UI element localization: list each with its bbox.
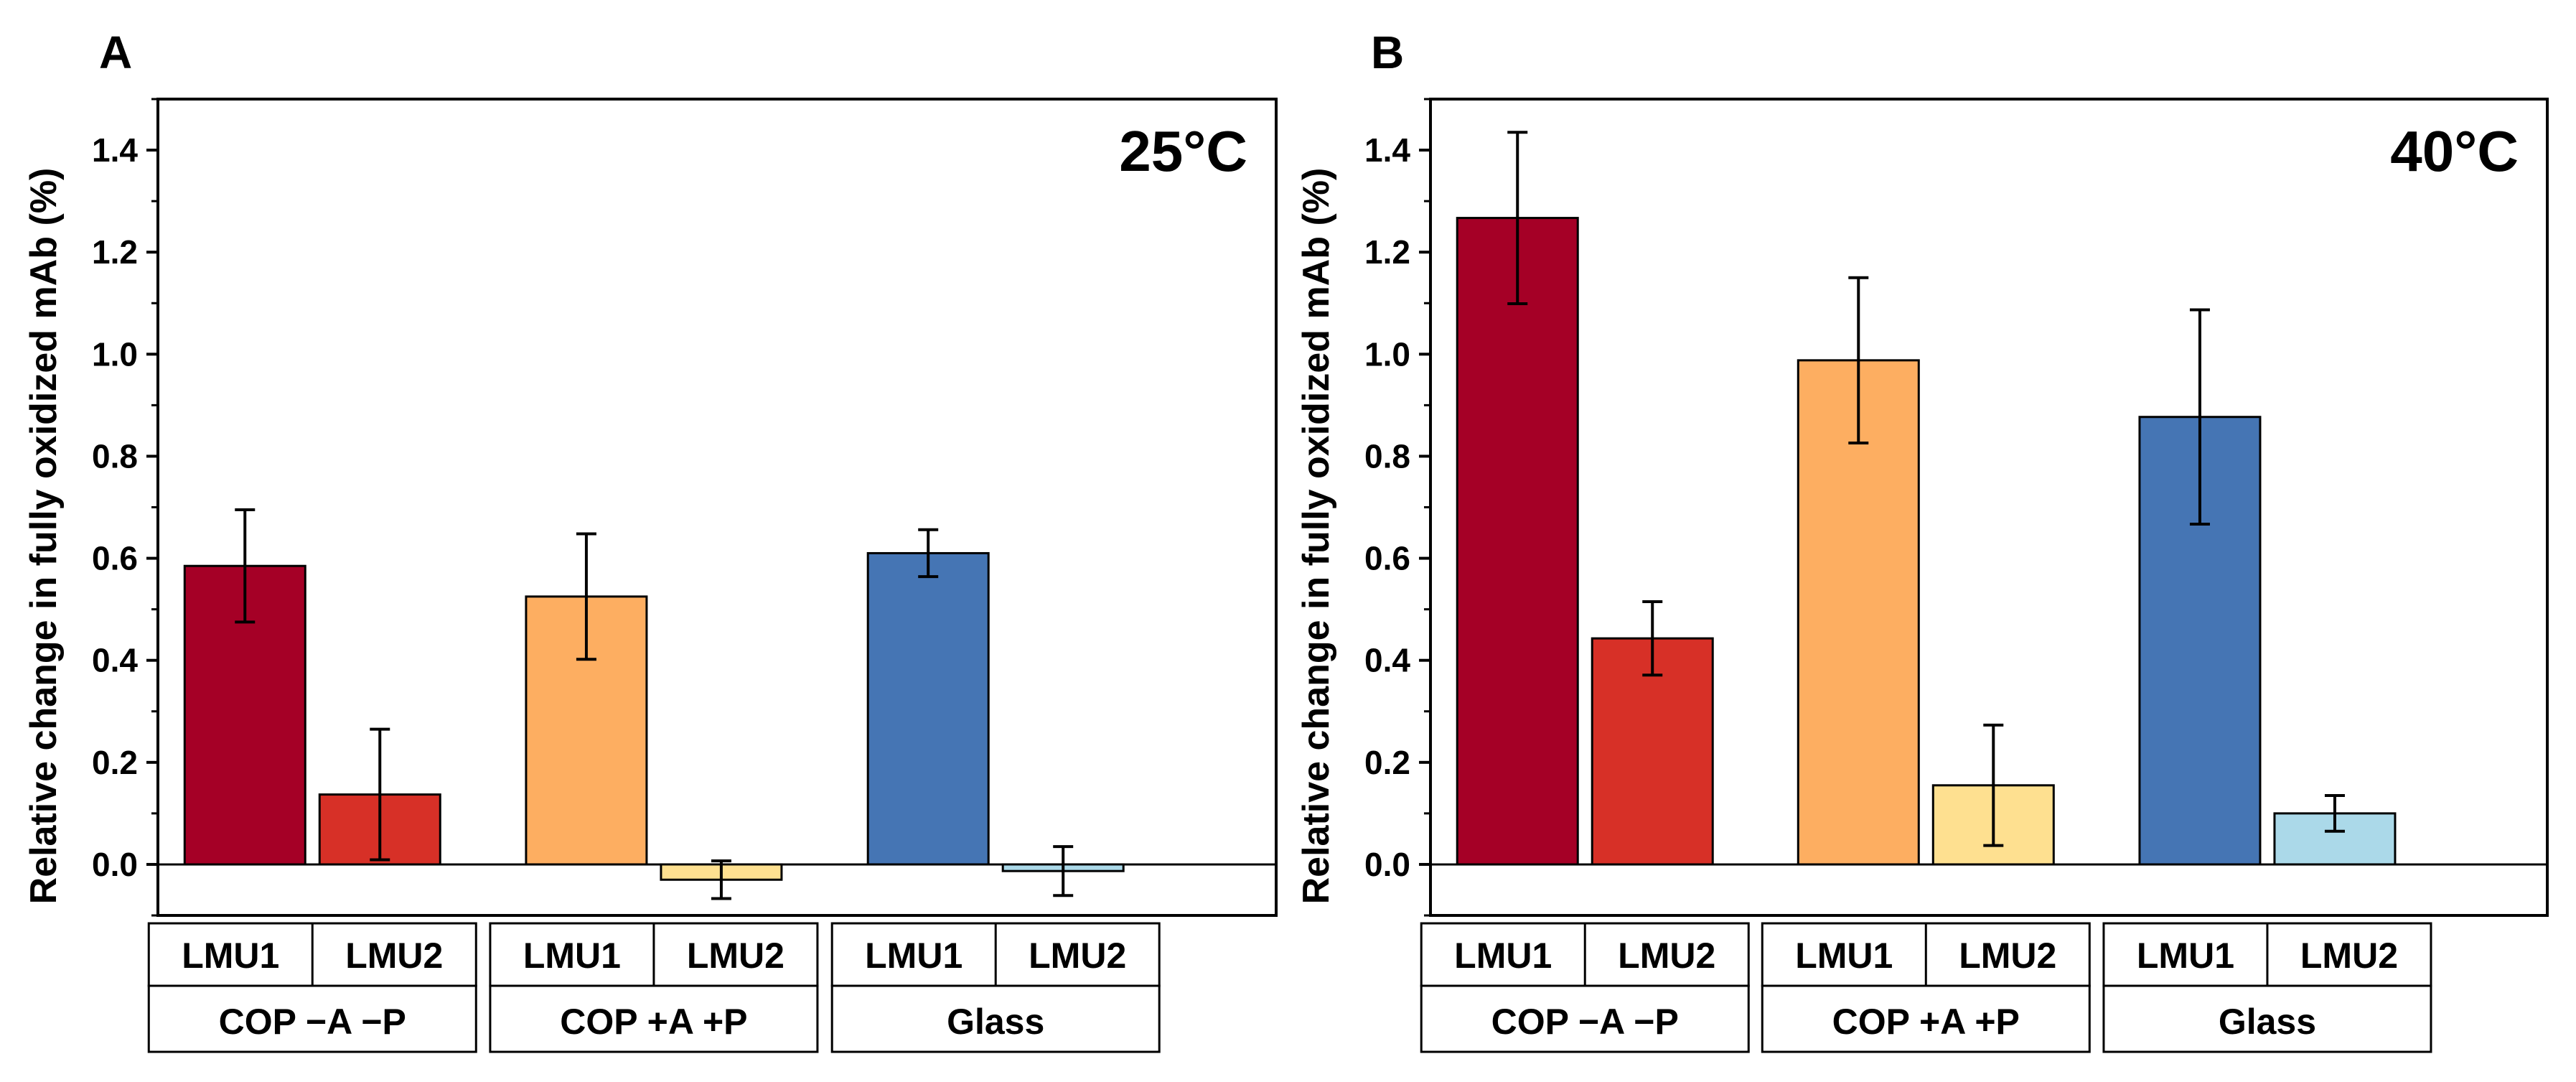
sub-category-label: LMU1 [1795,936,1893,976]
sub-category-label: LMU2 [1959,936,2056,976]
panel-b: B 0.0 0.2 0.4 0.6 0.8 1.0 1.2 1.4 Relative change… [1296,27,2549,1053]
plot-frame [156,98,1278,917]
sub-category-label: LMU1 [865,936,963,976]
sub-category-label: LMU2 [2300,936,2398,976]
sub-category-label: LMU2 [687,936,784,976]
sub-category-label: LMU2 [345,936,443,976]
sub-category-label: LMU1 [523,936,621,976]
sub-category-label: LMU2 [1618,936,1715,976]
y-tick-label: 0.2 [1364,744,1410,781]
y-axis-label: Relative change in fully oxidized mAb (%… [23,168,65,905]
y-axis-label: Relative change in fully oxidized mAb (%… [1296,168,1337,905]
y-tick-label: 0.8 [92,437,138,475]
sub-category-label: LMU1 [2137,936,2234,976]
panel-letter: A [99,27,132,78]
y-tick-label: 0.0 [92,846,138,883]
group-cell [2102,984,2432,1053]
y-tick-label: 0.0 [1364,846,1410,883]
group-cell [147,984,477,1053]
group-cell [1420,984,1750,1053]
group-cell [1761,984,2091,1053]
y-tick-label: 0.4 [1364,642,1410,679]
group-label: COP −A −P [1491,1002,1679,1042]
y-tick-label: 1.4 [1364,131,1410,169]
temperature-label: 40°C [2390,119,2519,183]
panel-letter: B [1371,27,1404,78]
temperature-label: 25°C [1119,119,1247,183]
y-tick-label: 1.0 [1364,335,1410,373]
group-label: Glass [947,1002,1044,1042]
bar [866,551,990,866]
sub-category-label: LMU1 [182,936,279,976]
y-tick-label: 1.0 [92,335,138,373]
y-tick-label: 1.4 [92,131,138,169]
y-tick-label: 0.6 [1364,540,1410,577]
group-cell [830,984,1161,1053]
group-label: COP +A +P [560,1002,747,1042]
bar [1456,217,1579,866]
sub-category-label: LMU1 [1454,936,1552,976]
panel-a: A 0.0 0.2 0.4 0.6 0.8 1.0 1.2 1.4 Relative change… [23,27,1278,1053]
group-label: COP +A +P [1832,1002,2020,1042]
y-tick-label: 0.6 [92,540,138,577]
y-tick-label: 1.2 [1364,233,1410,271]
group-cell [489,984,819,1053]
y-tick-label: 0.8 [1364,437,1410,475]
group-label: Glass [2219,1002,2316,1042]
group-label: COP −A −P [219,1002,406,1042]
y-tick-label: 0.4 [92,642,138,679]
y-tick-label: 0.2 [92,744,138,781]
y-tick-label: 1.2 [92,233,138,271]
sub-category-label: LMU2 [1029,936,1126,976]
